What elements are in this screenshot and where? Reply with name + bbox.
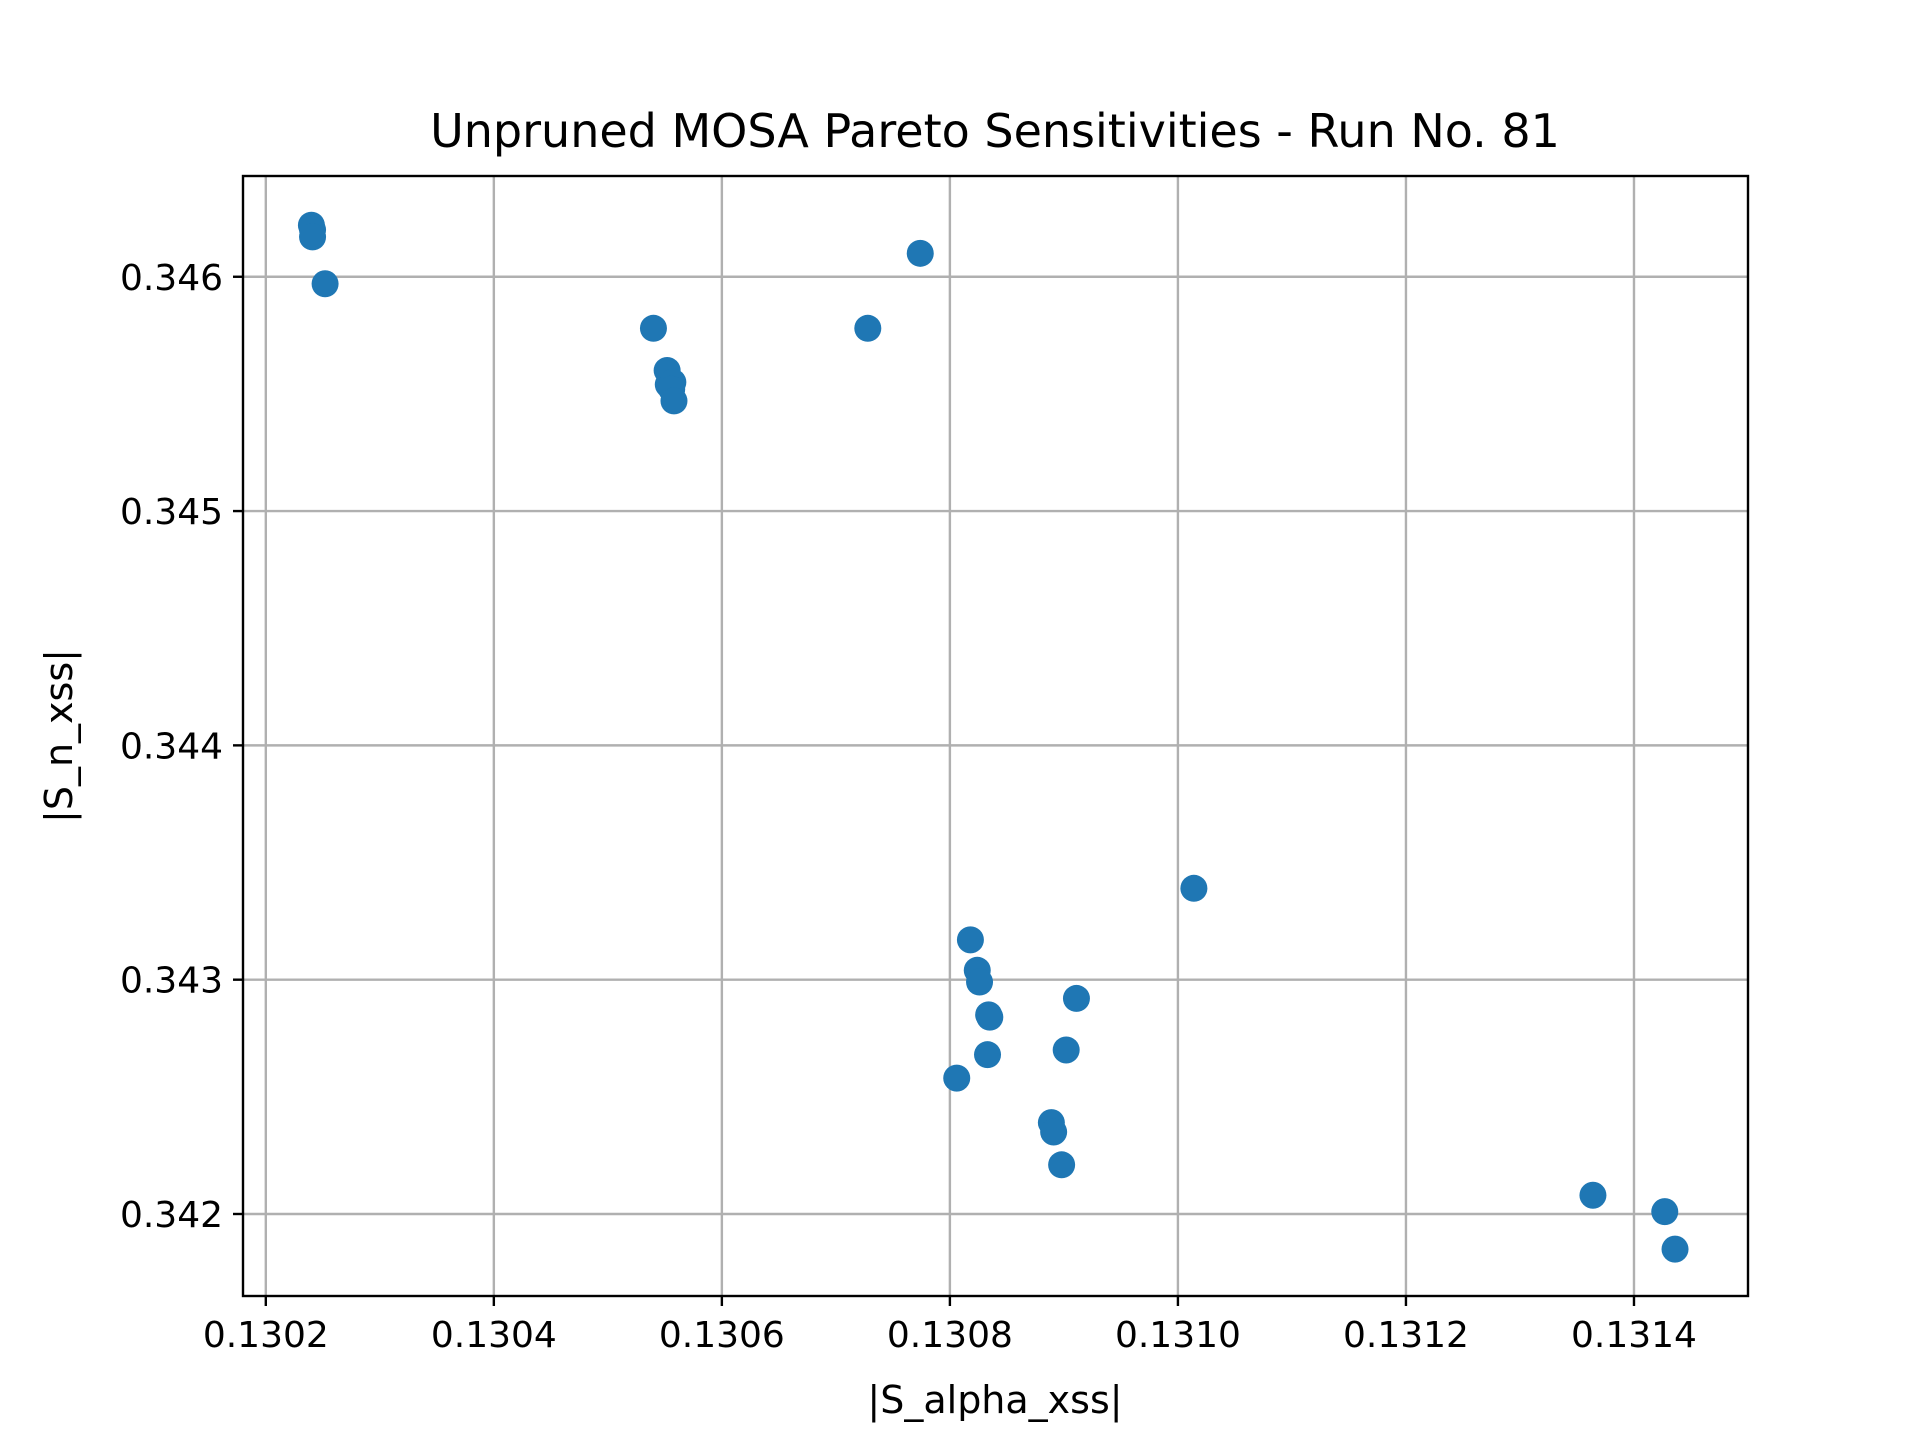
y-tick-label: 0.342 <box>120 1195 223 1236</box>
data-point <box>906 239 934 267</box>
data-point <box>966 968 994 996</box>
data-point <box>956 926 984 954</box>
x-tick-label: 0.1304 <box>431 1315 557 1356</box>
axis-ticks: 0.1302 0.1304 0.1306 0.1308 0.1310 0.1312 0.13… <box>120 258 1697 1356</box>
x-axis-label: |S_alpha_xss| <box>867 1378 1122 1423</box>
data-points <box>297 211 1689 1263</box>
data-point <box>311 270 339 298</box>
y-tick-label: 0.343 <box>120 961 223 1002</box>
x-tick-label: 0.1306 <box>659 1315 785 1356</box>
data-point <box>976 1003 1004 1031</box>
data-point <box>1052 1036 1080 1064</box>
y-axis-label: |S_n_xss| <box>37 649 82 823</box>
y-tick-label: 0.344 <box>120 726 223 767</box>
data-point <box>1579 1181 1607 1209</box>
data-point <box>660 387 688 415</box>
data-point <box>299 223 327 251</box>
data-point <box>639 314 667 342</box>
chart-title: Unpruned MOSA Pareto Sensitivities - Run… <box>430 104 1560 158</box>
data-point <box>974 1041 1002 1069</box>
x-tick-label: 0.1310 <box>1115 1315 1241 1356</box>
data-point <box>943 1064 971 1092</box>
data-point <box>1062 984 1090 1012</box>
data-point <box>1661 1235 1689 1263</box>
data-point <box>854 314 882 342</box>
data-point <box>1651 1198 1679 1226</box>
data-point <box>1180 874 1208 902</box>
grid-lines <box>243 176 1748 1296</box>
x-tick-label: 0.1302 <box>203 1315 329 1356</box>
data-point <box>1048 1151 1076 1179</box>
data-point <box>1040 1118 1068 1146</box>
x-tick-label: 0.1314 <box>1571 1315 1697 1356</box>
x-tick-label: 0.1308 <box>887 1315 1013 1356</box>
plot-area-frame <box>241 174 1750 1298</box>
y-tick-label: 0.346 <box>120 258 223 299</box>
y-tick-label: 0.345 <box>120 492 223 533</box>
x-tick-label: 0.1312 <box>1343 1315 1469 1356</box>
